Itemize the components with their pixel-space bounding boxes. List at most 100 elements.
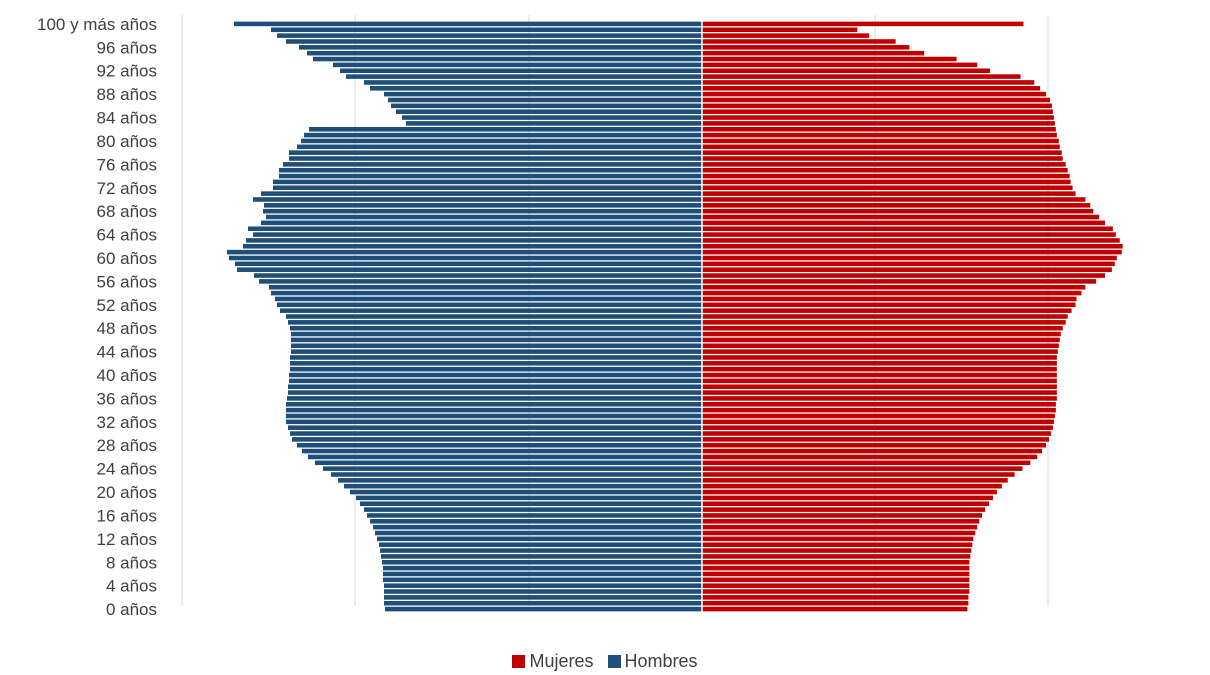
bar-mujeres-22 <box>702 478 1008 483</box>
population-pyramid-chart: 0 años 4 años 8 años 12 años 16 años 20 años 2… <box>37 15 1123 619</box>
bar-mujeres-96 <box>702 45 910 50</box>
bar-mujeres-53 <box>702 296 1077 302</box>
y-tick-label: 80 años <box>97 132 158 151</box>
bar-hombres-81 <box>304 132 702 138</box>
bar-mujeres-99 <box>702 27 858 33</box>
mujeres-bars <box>702 21 1123 612</box>
bar-hombres-23 <box>331 472 702 477</box>
y-tick-label: 44 años <box>97 343 158 362</box>
bar-mujeres-45 <box>702 343 1059 349</box>
legend-label-hombres: Hombres <box>624 651 698 671</box>
bar-hombres-64 <box>253 232 702 237</box>
bar-mujeres-60 <box>702 255 1117 261</box>
bar-mujeres-43 <box>702 355 1057 360</box>
bar-mujeres-21 <box>702 483 1002 489</box>
bar-hombres-40 <box>289 372 702 378</box>
y-tick-label: 68 años <box>97 202 158 221</box>
bar-mujeres-85 <box>702 109 1053 114</box>
bar-hombres-61 <box>227 249 702 255</box>
bar-mujeres-44 <box>702 349 1058 354</box>
bar-hombres-66 <box>261 220 702 226</box>
bar-mujeres-74 <box>702 173 1070 179</box>
bar-mujeres-47 <box>702 331 1061 337</box>
bar-mujeres-54 <box>702 290 1082 296</box>
bar-hombres-67 <box>266 214 702 220</box>
bar-hombres-45 <box>291 343 702 349</box>
bar-hombres-9 <box>381 554 702 559</box>
bar-mujeres-37 <box>702 390 1057 395</box>
bar-mujeres-88 <box>702 91 1047 97</box>
bar-hombres-84 <box>402 115 702 120</box>
bar-hombres-14 <box>373 524 702 530</box>
bar-hombres-26 <box>308 454 702 460</box>
bar-mujeres-36 <box>702 396 1057 401</box>
bar-mujeres-38 <box>702 384 1057 389</box>
bar-mujeres-79 <box>702 144 1060 150</box>
bar-mujeres-19 <box>702 495 993 501</box>
bar-mujeres-61 <box>702 249 1122 255</box>
bar-hombres-31 <box>288 425 702 430</box>
y-tick-label: 8 años <box>106 553 157 572</box>
y-tick-label: 92 años <box>97 62 158 81</box>
bar-mujeres-20 <box>702 489 997 495</box>
bar-mujeres-10 <box>702 548 972 553</box>
bar-hombres-1 <box>384 600 702 606</box>
bar-hombres-78 <box>289 150 702 155</box>
y-tick-label: 72 años <box>97 179 158 198</box>
bar-mujeres-29 <box>702 437 1049 442</box>
legend: Mujeres Hombres <box>0 651 1210 672</box>
bar-hombres-6 <box>383 571 702 577</box>
y-tick-label: 64 años <box>97 226 158 245</box>
bar-mujeres-63 <box>702 238 1120 243</box>
bar-mujeres-27 <box>702 448 1043 454</box>
bar-mujeres-83 <box>702 121 1055 126</box>
bar-mujeres-34 <box>702 407 1056 413</box>
bar-mujeres-28 <box>702 442 1047 448</box>
bar-mujeres-94 <box>702 56 957 62</box>
bar-mujeres-90 <box>702 80 1035 85</box>
legend-swatch-hombres <box>607 655 621 668</box>
y-tick-label: 56 años <box>97 272 158 291</box>
bar-mujeres-55 <box>702 284 1086 290</box>
bar-hombres-2 <box>384 595 702 600</box>
bar-hombres-20 <box>350 489 702 495</box>
bar-mujeres-93 <box>702 62 978 68</box>
bar-mujeres-11 <box>702 542 973 547</box>
bar-hombres-88 <box>384 91 702 97</box>
bar-mujeres-49 <box>702 320 1066 325</box>
bar-mujeres-46 <box>702 337 1060 343</box>
bar-hombres-33 <box>286 413 702 419</box>
bar-mujeres-58 <box>702 267 1112 272</box>
bar-hombres-4 <box>384 583 702 588</box>
legend-item-mujeres: Mujeres <box>512 651 594 672</box>
bar-hombres-36 <box>287 396 702 401</box>
bar-hombres-0 <box>385 606 702 612</box>
bar-hombres-30 <box>290 431 702 436</box>
bar-mujeres-67 <box>702 214 1100 220</box>
y-tick-label: 16 años <box>97 506 158 525</box>
bar-mujeres-26 <box>702 454 1038 460</box>
bar-hombres-18 <box>360 501 702 507</box>
bar-hombres-56 <box>259 279 702 284</box>
bar-mujeres-48 <box>702 325 1063 331</box>
bar-mujeres-70 <box>702 197 1086 202</box>
bar-mujeres-56 <box>702 279 1097 284</box>
bar-mujeres-35 <box>702 401 1056 407</box>
bar-hombres-19 <box>356 495 702 501</box>
bar-mujeres-51 <box>702 308 1072 313</box>
bar-hombres-77 <box>289 156 702 161</box>
bar-mujeres-5 <box>702 577 970 583</box>
bar-mujeres-57 <box>702 273 1106 278</box>
bar-hombres-16 <box>367 513 702 518</box>
bar-mujeres-15 <box>702 519 980 524</box>
bar-mujeres-52 <box>702 302 1076 308</box>
bar-hombres-99 <box>271 27 702 33</box>
y-tick-label: 60 años <box>97 249 158 268</box>
bar-mujeres-24 <box>702 466 1023 471</box>
bar-mujeres-75 <box>702 167 1068 173</box>
bar-hombres-43 <box>290 355 702 360</box>
bar-hombres-28 <box>297 442 702 448</box>
bar-mujeres-33 <box>702 413 1055 419</box>
bar-mujeres-7 <box>702 565 970 571</box>
y-tick-label: 100 y más años <box>37 15 157 34</box>
